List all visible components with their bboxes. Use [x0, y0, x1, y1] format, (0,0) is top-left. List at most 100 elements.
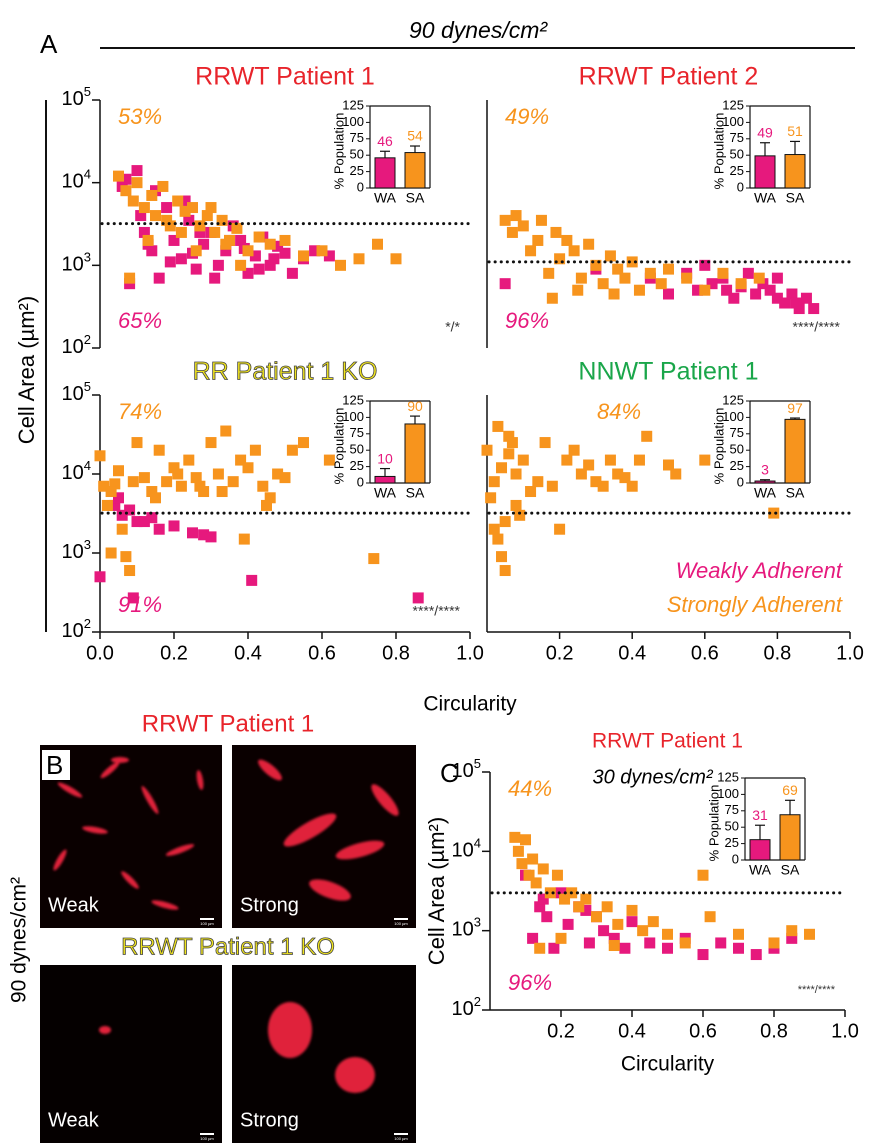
point — [157, 180, 169, 192]
point — [697, 949, 709, 961]
point — [670, 468, 682, 480]
percent-weak: 91% — [118, 592, 162, 617]
inset-tick-label: 0 — [737, 474, 744, 489]
point — [227, 476, 239, 488]
point — [786, 932, 798, 944]
point — [551, 869, 563, 881]
point — [492, 420, 504, 432]
y-tick-label-base: 10 — [62, 254, 84, 276]
point — [641, 430, 653, 442]
point — [512, 845, 524, 857]
point — [201, 210, 213, 222]
inset-tick-label: 125 — [342, 392, 364, 407]
inset-tick-label: 50 — [730, 147, 744, 162]
point — [135, 210, 147, 222]
point — [506, 226, 518, 238]
point — [309, 245, 321, 257]
point — [800, 292, 812, 304]
point — [124, 504, 136, 516]
scale-bar-label: 100 µm — [394, 1136, 408, 1141]
point — [514, 509, 526, 521]
inset-tick-label: 50 — [350, 147, 364, 162]
point — [235, 259, 247, 271]
point — [323, 250, 335, 262]
point — [506, 437, 518, 449]
point — [98, 480, 110, 492]
inset-tick-label: 75 — [350, 130, 364, 145]
x-tick-label: 1.0 — [456, 642, 484, 664]
point — [183, 214, 195, 226]
inset-tick-label: 75 — [730, 425, 744, 440]
x-tick-label: 0.6 — [689, 1020, 717, 1042]
y-tick-label: 102 — [452, 994, 481, 1020]
cells — [53, 757, 399, 1093]
point — [750, 949, 762, 961]
inset-bar — [374, 157, 396, 189]
value-label: 3 — [761, 461, 769, 477]
point — [109, 478, 121, 490]
point — [481, 444, 493, 456]
point — [286, 444, 298, 456]
point — [175, 226, 187, 238]
point — [488, 523, 500, 535]
point — [572, 284, 584, 296]
point — [768, 507, 780, 519]
inset-tick-label: 0 — [732, 851, 739, 866]
point — [503, 448, 515, 460]
point — [742, 267, 754, 279]
point — [548, 942, 560, 954]
point — [496, 551, 508, 563]
x-tick-label: 0.0 — [86, 642, 114, 664]
point — [539, 437, 551, 449]
point — [94, 450, 106, 462]
point — [216, 486, 228, 498]
inset-bar — [784, 418, 806, 484]
inset-category: SA — [406, 485, 425, 501]
point — [808, 303, 820, 315]
y-tick-label: 105 — [62, 84, 91, 110]
point — [509, 831, 521, 843]
point — [619, 472, 631, 484]
y-tick-label-base: 10 — [452, 919, 474, 941]
point — [499, 214, 511, 226]
header: 90 dynes/cm² — [409, 17, 548, 43]
x-tick-label: 0.4 — [234, 642, 262, 664]
point — [537, 863, 549, 875]
inset-tick-label: 100 — [722, 114, 744, 129]
point — [257, 480, 269, 492]
point — [161, 476, 173, 488]
legend-entry: Weakly Adherent — [676, 558, 843, 583]
y-tick-label-exp: 2 — [84, 332, 91, 347]
point — [146, 189, 158, 201]
inset-bar — [754, 155, 776, 189]
inset-y-label: % Population — [331, 408, 346, 485]
point — [534, 942, 546, 954]
inset-y-label: % Population — [331, 113, 346, 190]
inset-y-label: % Population — [711, 408, 726, 485]
point — [268, 253, 280, 265]
y-tick-label-base: 10 — [452, 760, 474, 782]
point — [597, 480, 609, 492]
x-axis-label: Circularity — [423, 693, 517, 716]
point — [172, 468, 184, 480]
point — [793, 303, 805, 315]
point — [619, 942, 631, 954]
point — [298, 250, 309, 262]
point — [583, 937, 595, 949]
point — [150, 492, 161, 504]
point — [786, 925, 798, 937]
point — [546, 480, 558, 492]
value-label: 10 — [377, 450, 393, 466]
point — [242, 267, 254, 279]
point — [124, 272, 136, 284]
point — [499, 278, 511, 290]
chart-title: RR Patient 1 KO — [193, 358, 378, 386]
x-tick-label: 1.0 — [831, 1020, 859, 1042]
y-axis-label: Cell Area (µm²) — [424, 817, 449, 965]
point — [124, 565, 136, 577]
point — [568, 444, 580, 456]
point — [733, 942, 744, 954]
point — [238, 533, 250, 545]
inset-bar — [779, 814, 801, 861]
